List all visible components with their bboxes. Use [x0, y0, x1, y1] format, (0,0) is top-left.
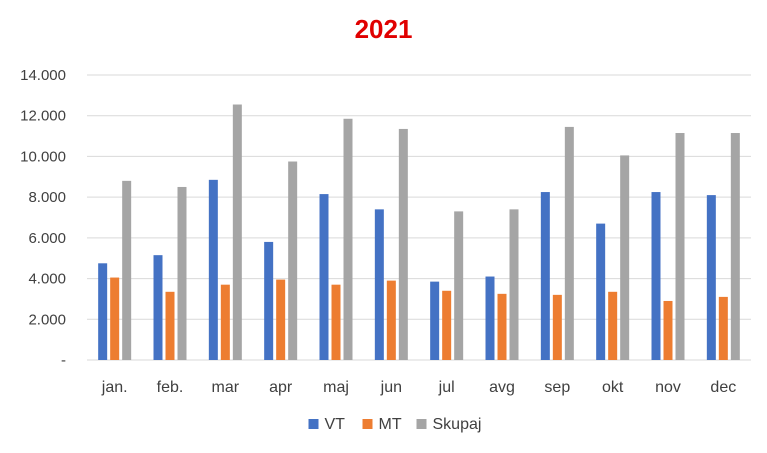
bar-mt-dec: [718, 296, 728, 360]
x-tick-label: feb.: [157, 379, 184, 396]
bar-mt-avg: [497, 293, 507, 360]
x-tick-label: jul: [438, 379, 455, 396]
bar-mt-maj: [331, 284, 341, 360]
bar-skupaj-nov: [675, 133, 685, 360]
bar-skupaj-jan: [122, 180, 132, 360]
legend-label-vt: VT: [325, 416, 346, 433]
x-tick-label: sep: [544, 379, 570, 396]
legend-label-mt: MT: [379, 416, 402, 433]
bar-skupaj-sep: [564, 126, 574, 361]
bar-skupaj-jun: [398, 128, 408, 360]
x-tick-label: nov: [655, 379, 681, 396]
bar-skupaj-dec: [730, 133, 740, 360]
bar-vt-jul: [430, 281, 440, 360]
bar-skupaj-apr: [288, 161, 298, 360]
x-tick-label: mar: [212, 379, 240, 396]
x-tick-label: jan.: [101, 379, 128, 396]
bar-skupaj-jul: [454, 211, 464, 360]
legend-label-skupaj: Skupaj: [433, 416, 482, 433]
bar-vt-jun: [374, 209, 384, 360]
y-tick-label: 14.000: [20, 67, 66, 84]
bar-mt-sep: [552, 294, 562, 360]
y-tick-label: 2.000: [28, 311, 66, 328]
bar-skupaj-maj: [343, 118, 353, 361]
bar-mt-jun: [386, 280, 396, 360]
bar-mt-nov: [663, 300, 673, 360]
legend-swatch-mt: [362, 419, 373, 429]
x-tick-label: dec: [710, 379, 736, 396]
x-tick-label: okt: [602, 379, 624, 396]
bar-skupaj-avg: [509, 209, 519, 360]
bar-vt-jan: [98, 263, 108, 360]
bar-mt-jan: [110, 277, 120, 360]
bar-mt-jul: [442, 290, 452, 360]
bar-mt-feb: [165, 291, 175, 360]
bar-vt-feb: [153, 255, 163, 360]
bar-skupaj-okt: [620, 155, 630, 360]
bar-mt-okt: [608, 291, 618, 360]
bar-mt-mar: [220, 284, 230, 360]
bar-skupaj-feb: [177, 186, 187, 360]
bar-vt-avg: [485, 276, 495, 360]
bar-vt-maj: [319, 194, 329, 360]
bar-vt-dec: [706, 195, 716, 360]
y-tick-label: 10.000: [20, 148, 66, 165]
legend-swatch-skupaj: [416, 419, 427, 429]
bar-vt-apr: [264, 241, 274, 360]
bar-mt-apr: [276, 279, 286, 360]
bar-vt-sep: [540, 192, 550, 360]
legend-swatch-vt: [308, 419, 319, 429]
x-tick-label: avg: [489, 379, 515, 396]
x-tick-label: apr: [269, 379, 293, 396]
bar-vt-nov: [651, 192, 661, 360]
x-tick-label: jun: [380, 379, 402, 396]
bar-vt-mar: [208, 179, 218, 360]
bar-skupaj-mar: [232, 104, 242, 361]
y-tick-label: 4.000: [28, 271, 66, 288]
y-tick-label: 6.000: [28, 230, 66, 247]
x-tick-label: maj: [323, 379, 349, 396]
y-tick-label: 12.000: [20, 108, 66, 125]
y-tick-label: -: [61, 352, 66, 369]
y-tick-label: 8.000: [28, 189, 66, 206]
bar-vt-okt: [596, 223, 606, 360]
chart-title: 2021: [354, 14, 413, 44]
